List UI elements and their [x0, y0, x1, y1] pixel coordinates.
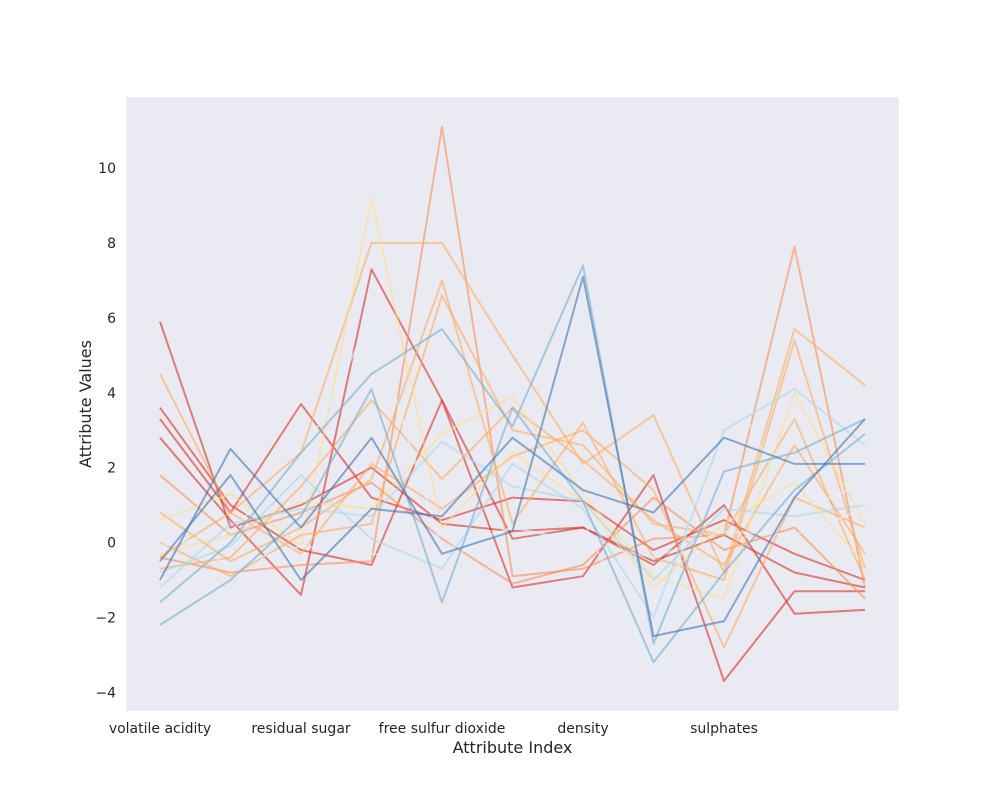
- y-tick-label: 4: [107, 386, 116, 402]
- series-line-12: [159, 197, 866, 589]
- x-tick-label: volatile acidity: [109, 721, 211, 737]
- series-lines: [159, 126, 866, 682]
- series-line-4: [159, 399, 866, 615]
- series-line-19: [159, 388, 866, 664]
- y-tick-label: 2: [107, 461, 116, 477]
- series-line-9: [159, 294, 866, 581]
- series-line-5: [159, 126, 866, 588]
- plot-area: [126, 97, 899, 711]
- series-line-15: [159, 507, 866, 566]
- x-tick-label: free sulfur dioxide: [379, 721, 506, 737]
- y-tick-label: −4: [95, 685, 116, 701]
- y-tick-label: 0: [107, 536, 116, 552]
- y-axis-label: Attribute Values: [76, 340, 95, 468]
- series-line-16: [159, 440, 866, 589]
- x-tick-label: sulphates: [690, 721, 758, 737]
- y-tick-label: −2: [95, 610, 116, 626]
- series-line-7: [159, 242, 866, 574]
- series-line-13: [159, 391, 866, 600]
- y-axis-ticks: −4 −2 0 2 4 6 8 10: [95, 161, 116, 701]
- y-tick-label: 6: [107, 311, 116, 327]
- series-line-10: [159, 429, 866, 649]
- series-line-20: [159, 275, 866, 638]
- series-line-6: [159, 474, 866, 600]
- x-tick-label: residual sugar: [251, 721, 351, 737]
- y-tick-label: 8: [107, 236, 116, 252]
- series-line-3: [159, 268, 865, 682]
- x-axis-label: Attribute Index: [453, 738, 573, 757]
- series-line-17: [159, 388, 866, 619]
- series-line-21: [159, 436, 865, 581]
- y-tick-label: 10: [98, 161, 116, 177]
- x-tick-label: density: [557, 721, 608, 737]
- x-axis-ticks: volatile acidity residual sugar free sulfu…: [109, 721, 758, 737]
- series-line-18: [159, 264, 866, 645]
